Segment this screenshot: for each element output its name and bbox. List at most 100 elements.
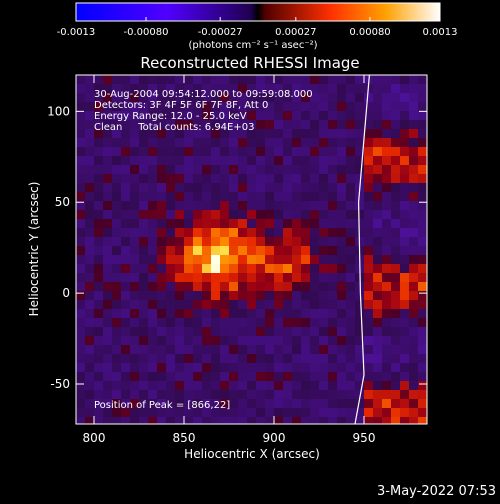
heatmap-cell: [355, 327, 365, 337]
heatmap-cell: [400, 93, 410, 103]
heatmap-cell: [112, 345, 122, 355]
heatmap-cell: [400, 417, 410, 424]
heatmap-cell: [391, 273, 401, 283]
heatmap-cell: [139, 201, 149, 211]
heatmap-cell: [184, 372, 194, 382]
heatmap-cell: [94, 363, 104, 373]
heatmap-cell: [130, 354, 140, 364]
heatmap-cell: [256, 336, 266, 346]
heatmap-cell: [112, 210, 122, 220]
heatmap-cell: [148, 75, 158, 85]
heatmap-cell: [166, 156, 176, 166]
heatmap-cell: [202, 372, 212, 382]
heatmap-cell: [76, 246, 86, 256]
heatmap-cell: [175, 93, 185, 103]
heatmap-cell: [319, 390, 329, 400]
heatmap-cell: [103, 138, 113, 148]
heatmap-cell: [112, 408, 122, 418]
heatmap-cell: [202, 120, 212, 130]
heatmap-cell: [148, 390, 158, 400]
heatmap-cell: [229, 291, 239, 301]
heatmap-cell: [166, 417, 176, 424]
heatmap-cell: [310, 273, 320, 283]
heatmap-cell: [346, 363, 356, 373]
heatmap-cell: [94, 399, 104, 409]
heatmap-cell: [220, 264, 230, 274]
heatmap-cell: [274, 156, 284, 166]
heatmap-cell: [220, 381, 230, 391]
heatmap-cell: [283, 399, 293, 409]
heatmap-cell: [274, 246, 284, 256]
heatmap-cell: [202, 75, 212, 85]
heatmap-cell: [238, 183, 248, 193]
heatmap-cell: [382, 363, 392, 373]
heatmap-cell: [364, 255, 374, 265]
heatmap-cell: [310, 318, 320, 328]
heatmap-cell: [373, 300, 383, 310]
heatmap-cell: [256, 147, 266, 157]
heatmap-cell: [283, 336, 293, 346]
heatmap-cell: [364, 237, 374, 247]
heatmap-cell: [301, 174, 311, 184]
heatmap-cell: [292, 336, 302, 346]
heatmap-cell: [301, 201, 311, 211]
heatmap-cell: [418, 309, 427, 319]
heatmap-cell: [148, 147, 158, 157]
heatmap-cell: [274, 237, 284, 247]
heatmap-cell: [364, 93, 374, 103]
heatmap-cell: [76, 111, 86, 121]
heatmap-cell: [85, 156, 95, 166]
heatmap-cell: [211, 408, 221, 418]
heatmap-cell: [211, 138, 221, 148]
heatmap-cell: [211, 336, 221, 346]
heatmap-cell: [373, 291, 383, 301]
heatmap-cell: [373, 318, 383, 328]
heatmap-cell: [202, 192, 212, 202]
heatmap-cell: [382, 219, 392, 229]
heatmap-cell: [310, 336, 320, 346]
heatmap-cell: [121, 255, 131, 265]
heatmap-cell: [373, 102, 383, 112]
heatmap-cell: [238, 417, 248, 424]
heatmap-cell: [373, 336, 383, 346]
heatmap-cell: [391, 354, 401, 364]
heatmap-cell: [373, 354, 383, 364]
heatmap-cell: [184, 363, 194, 373]
heatmap-cell: [85, 381, 95, 391]
heatmap-cell: [130, 300, 140, 310]
heatmap-cell: [112, 102, 122, 112]
heatmap-cell: [328, 309, 338, 319]
heatmap-cell: [301, 363, 311, 373]
heatmap-cell: [256, 381, 266, 391]
heatmap-cell: [184, 183, 194, 193]
heatmap-cell: [193, 282, 203, 292]
heatmap-cell: [148, 399, 158, 409]
heatmap-cell: [121, 174, 131, 184]
heatmap-cell: [382, 75, 392, 85]
heatmap-cell: [130, 291, 140, 301]
heatmap-cell: [103, 165, 113, 175]
heatmap-cell: [76, 399, 86, 409]
heatmap-cell: [202, 138, 212, 148]
heatmap-cell: [328, 273, 338, 283]
heatmap-cell: [256, 84, 266, 94]
heatmap-cell: [355, 336, 365, 346]
heatmap-cell: [175, 192, 185, 202]
heatmap-cell: [400, 255, 410, 265]
heatmap-cell: [121, 381, 131, 391]
heatmap-cell: [211, 354, 221, 364]
heatmap-cell: [301, 291, 311, 301]
heatmap-cell: [112, 246, 122, 256]
heatmap-cell: [94, 210, 104, 220]
heatmap-cell: [391, 129, 401, 139]
heatmap-cell: [184, 147, 194, 157]
heatmap-cell: [121, 390, 131, 400]
heatmap-cell: [130, 273, 140, 283]
heatmap-cell: [157, 237, 167, 247]
heatmap-cell: [130, 183, 140, 193]
heatmap-cell: [85, 84, 95, 94]
heatmap-cell: [157, 192, 167, 202]
heatmap-cell: [238, 354, 248, 364]
heatmap-cell: [238, 111, 248, 121]
heatmap-cell: [211, 93, 221, 103]
